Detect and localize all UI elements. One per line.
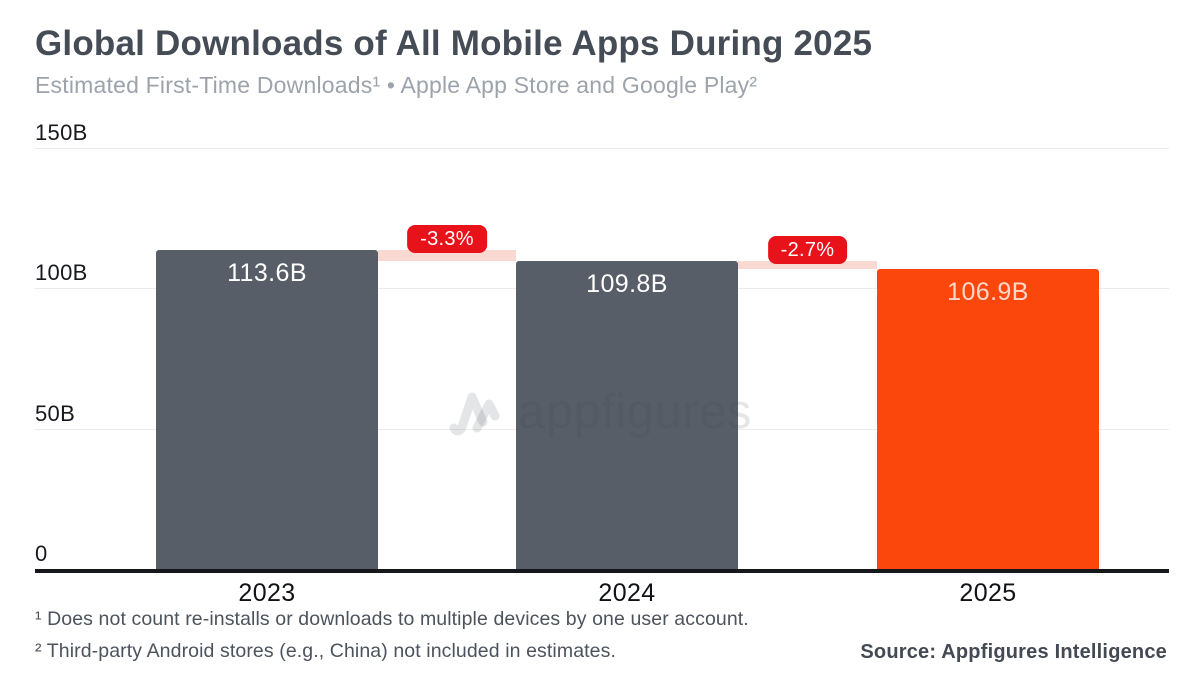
bar-value-label: 109.8B xyxy=(586,269,668,298)
source-credit: Source: Appfigures Intelligence xyxy=(860,641,1167,663)
footnote-2: ² Third-party Android stores (e.g., Chin… xyxy=(35,640,616,662)
y-axis-tick: 150B xyxy=(35,120,88,145)
y-axis-tick: 100B xyxy=(35,260,88,286)
footnote-1: ¹ Does not count re-installs or download… xyxy=(35,608,749,630)
gridline-150b xyxy=(35,148,1169,149)
change-band-2023-2024 xyxy=(378,250,516,261)
bar-value-label: 113.6B xyxy=(227,259,307,288)
bar-2025: 106.9B xyxy=(877,269,1099,569)
page-subtitle: Estimated First-Time Downloads¹ • Apple … xyxy=(35,72,758,98)
y-axis-tick: 0 xyxy=(35,541,48,566)
bar-2024: 109.8B xyxy=(516,260,738,569)
change-badge-2024-2025: -2.7% xyxy=(767,235,848,264)
plot-area: 150B 100B 50B 0 113.6B 109.8B 106.9B -3.… xyxy=(35,121,1169,607)
change-badge-2023-2024: -3.3% xyxy=(407,225,487,254)
x-axis-tick-2025: 2025 xyxy=(959,579,1017,607)
x-axis-tick-2023: 2023 xyxy=(238,579,296,607)
change-band-2024-2025 xyxy=(738,260,877,269)
bar-value-label: 106.9B xyxy=(947,278,1029,306)
x-axis-tick-2024: 2024 xyxy=(598,579,656,607)
bar-2023: 113.6B xyxy=(156,250,378,569)
y-axis-tick: 50B xyxy=(35,400,76,426)
page-title: Global Downloads of All Mobile Apps Duri… xyxy=(35,24,873,63)
